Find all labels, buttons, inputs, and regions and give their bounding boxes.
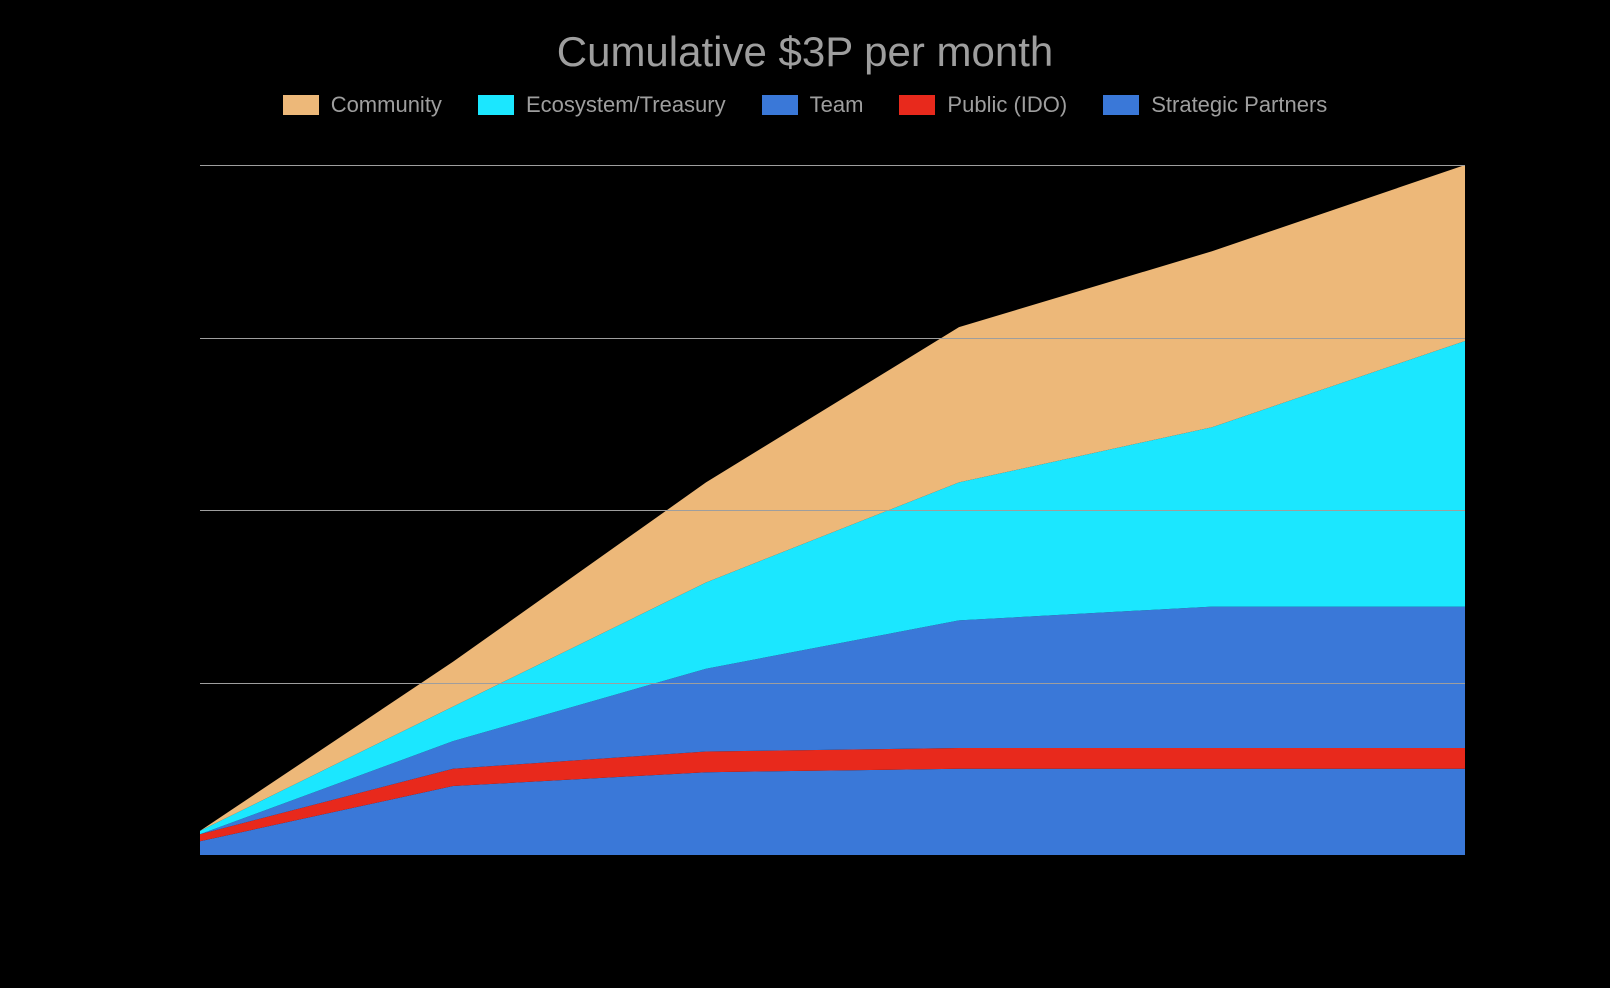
legend-label: Strategic Partners xyxy=(1151,92,1327,118)
legend-swatch xyxy=(283,95,319,115)
chart-title: Cumulative $3P per month xyxy=(0,28,1610,76)
plot-area xyxy=(200,165,1465,855)
gridline xyxy=(200,338,1465,339)
gridline xyxy=(200,510,1465,511)
legend-item-team: Team xyxy=(762,92,864,118)
legend-label: Ecosystem/Treasury xyxy=(526,92,726,118)
gridline xyxy=(200,165,1465,166)
legend-item-community: Community xyxy=(283,92,442,118)
area-chart: Cumulative $3P per month Community Ecosy… xyxy=(0,0,1610,988)
legend-swatch xyxy=(1103,95,1139,115)
gridline xyxy=(200,683,1465,684)
legend-label: Public (IDO) xyxy=(947,92,1067,118)
legend-swatch xyxy=(478,95,514,115)
legend-label: Team xyxy=(810,92,864,118)
legend-swatch xyxy=(899,95,935,115)
legend-item-strategic: Strategic Partners xyxy=(1103,92,1327,118)
legend-item-ecosystem: Ecosystem/Treasury xyxy=(478,92,726,118)
legend-swatch xyxy=(762,95,798,115)
legend-label: Community xyxy=(331,92,442,118)
legend-item-public-ido: Public (IDO) xyxy=(899,92,1067,118)
chart-legend: Community Ecosystem/Treasury Team Public… xyxy=(0,92,1610,118)
